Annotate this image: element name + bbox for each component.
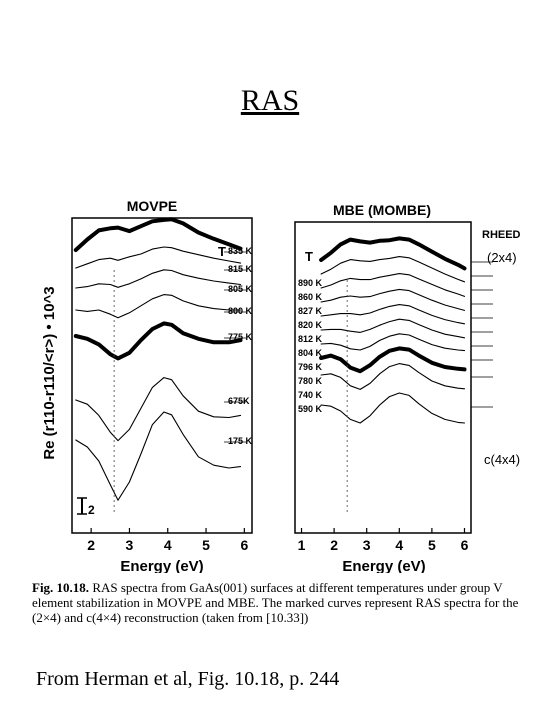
movpe-y-axis-label: Re (r110-r110/<r>) • 10^3 [41,286,58,459]
movpe-temperature-label: 815 K [228,264,253,274]
mbe-spectrum-curve-9 [320,392,466,424]
mbe-temperature-label: 590 K [298,404,323,414]
citation: From Herman et al, Fig. 10.18, p. 244 [36,668,340,690]
mbe-temperature-label: 780 K [298,376,323,386]
movpe-x-tick-label: 6 [240,537,248,553]
movpe-temperature-label: 805 K [228,284,253,294]
mbe-temperature-label: 827 K [298,306,323,316]
mbe-plot-frame [294,221,472,534]
mbe-x-tick-label: 6 [461,537,469,553]
movpe-panel: MOVPE Re (r110-r110/<r>) • 10^3 T 2 Ener… [41,198,253,573]
mbe-spectrum-curve-0 [319,236,467,271]
mbe-x-tick-label: 2 [330,537,338,553]
movpe-x-tick-label: 2 [87,537,95,553]
movpe-x-axis-label: Energy (eV) [120,558,203,573]
mbe-t-header: T [305,249,313,264]
mbe-x-tick-label: 4 [395,537,403,553]
mbe-x-tick-label: 5 [428,537,436,553]
movpe-spectrum-curve-1 [75,246,242,269]
movpe-x-tick-label: 4 [164,537,172,553]
mbe-spectrum-curve-8 [320,363,466,390]
mbe-x-axis-label: Energy (eV) [342,558,425,573]
mbe-rheed-label: RHEED [482,229,521,241]
mbe-spectrum-curve-7 [319,346,467,374]
mbe-spectrum-curve-6 [320,333,466,352]
mbe-temperature-label: 740 K [298,390,323,400]
movpe-plot-frame [71,217,253,534]
movpe-title: MOVPE [127,198,178,214]
movpe-x-tick-label: 5 [202,537,210,553]
mbe-c4x4-label: c(4x4) [484,452,520,467]
mbe-x-tick-label: 3 [363,537,371,553]
caption-fig-number: Fig. 10.18. [32,580,90,595]
mbe-spectrum-curve-1 [320,256,466,283]
mbe-temperature-label: 820 K [298,320,323,330]
movpe-spectrum-curve-6 [75,411,242,501]
mbe-panel: MBE (MOMBE) T RHEED (2x4) c(4x4) Energy … [294,202,521,573]
movpe-x-tick-label: 3 [126,537,134,553]
mbe-temperature-label: 890 K [298,278,323,288]
movpe-spectrum-curve-2 [75,269,242,289]
movpe-temperature-label: 800 K [228,306,253,316]
movpe-spectrum-curve-0 [73,217,243,252]
movpe-spectrum-curve-3 [75,294,242,319]
mbe-temperature-label: 796 K [298,362,323,372]
mbe-title: MBE (MOMBE) [333,202,431,218]
mbe-x-tick-label: 1 [298,537,306,553]
movpe-t-header: T [218,244,226,259]
ras-figure: MOVPE Re (r110-r110/<r>) • 10^3 T 2 Ener… [41,198,521,573]
movpe-temperature-label: 775 K [228,332,253,342]
mbe-spectrum-curve-2 [320,273,466,297]
mbe-temperature-label: 812 K [298,334,323,344]
mbe-2x4-label: (2x4) [487,250,517,265]
caption-text: RAS spectra from GaAs(001) surfaces at d… [32,580,519,625]
movpe-spectrum-curve-4 [73,321,243,361]
movpe-scale-bar-label: 2 [88,503,95,517]
movpe-temperature-label: 675K [228,396,250,406]
movpe-temperature-label: 175 K [228,436,253,446]
movpe-spectrum-curve-5 [75,377,242,442]
mbe-temperature-label: 860 K [298,292,323,302]
movpe-temperature-label: 835 K [228,246,253,256]
figure-caption: Fig. 10.18. RAS spectra from GaAs(001) s… [32,580,532,625]
mbe-temperature-label: 804 K [298,348,323,358]
mbe-spectrum-curve-4 [320,304,466,325]
slide-title: RAS [240,84,300,117]
mbe-spectrum-curve-3 [320,288,466,311]
mbe-spectrum-curve-5 [320,318,466,339]
